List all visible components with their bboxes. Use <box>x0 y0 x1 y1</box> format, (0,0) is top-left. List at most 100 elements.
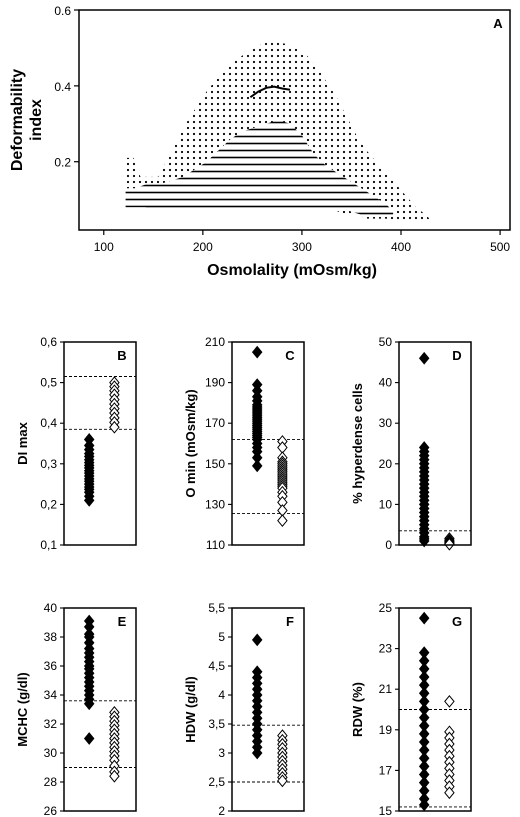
panel-e: 26 28 30 32 34 36 38 40 E MCHC (g/dl) <box>15 601 137 817</box>
y-tick-label-5: 4,5 <box>208 659 225 673</box>
filled-diamond-point-0 <box>418 611 430 625</box>
y-tick-label-2: 30 <box>44 746 58 760</box>
filled-diamond-point-0 <box>251 345 263 359</box>
x-axis-title: Osmolality (mOsm/kg) <box>207 262 377 279</box>
y-tick-label-0: 0,1 <box>40 538 57 552</box>
x-tick-label-300: 300 <box>292 240 312 254</box>
y-tick-label-3: 0,4 <box>40 416 57 430</box>
open-diamond-point-0 <box>444 694 455 708</box>
y-tick-label-2: 19 <box>379 723 393 737</box>
hatched-region-series-1 <box>125 120 394 215</box>
y-tick-label-2: 0,3 <box>40 457 57 471</box>
panel-f: 2 2,5 3 3,5 4 4,5 5 5,5 F HDW (g/dl) <box>183 601 305 817</box>
y-tick-label-7: 5,5 <box>208 601 225 615</box>
panel-label-f: F <box>286 614 294 629</box>
x-tick-label-100: 100 <box>94 240 114 254</box>
filled-diamond-point-0 <box>418 351 430 365</box>
y-tick-label-2: 150 <box>205 457 225 471</box>
y-tick-label-5: 36 <box>44 659 58 673</box>
y-tick-label-4: 23 <box>379 642 393 656</box>
y-axis-title-line-0: Deformability <box>9 69 26 171</box>
panel-d: 0 10 20 30 40 50 D % hyperdense cells <box>350 335 472 552</box>
y-axis-title-e: MCHC (g/dl) <box>15 672 30 746</box>
plot-frame-f <box>231 607 305 812</box>
y-tick-label-4: 40 <box>379 376 393 390</box>
y-tick-label-7: 40 <box>44 601 58 615</box>
open-diamond-point-11 <box>277 774 288 788</box>
curve-series-2 <box>249 85 291 99</box>
filled-diamond-point-18 <box>83 697 95 711</box>
y-tick-label-5: 0,6 <box>40 335 57 349</box>
y-axis-title-line-1: index <box>28 99 45 141</box>
y-axis-title-d: % hyperdense cells <box>350 383 365 504</box>
filled-diamond-point-25 <box>418 534 430 548</box>
panel-b: 0,1 0,2 0,3 0,4 0,5 0,6 B DI max <box>15 335 137 552</box>
y-tick-label-1: 28 <box>44 775 58 789</box>
panel-label-d: D <box>452 348 461 363</box>
y-tick-label-5: 25 <box>379 601 393 615</box>
y-tick-label-3: 3,5 <box>208 717 225 731</box>
y-tick-label-0: 15 <box>379 804 393 817</box>
plot-frame-c <box>231 341 305 546</box>
y-tick-label-6: 5 <box>218 630 225 644</box>
y-tick-label-3: 170 <box>205 416 225 430</box>
y-tick-label-3: 21 <box>379 682 393 696</box>
y-tick-label-2: 3 <box>218 746 225 760</box>
y-tick-label-1: 17 <box>379 763 393 777</box>
y-axis-title-c: O min (mOsm/kg) <box>183 389 198 497</box>
y-tick-label-1: 10 <box>379 497 393 511</box>
panel-label-a: A <box>493 16 503 31</box>
open-diamond-point-10 <box>109 420 120 434</box>
y-tick-label-0: 0 <box>385 538 392 552</box>
x-tick-label-500: 500 <box>490 240 510 254</box>
y-tick-label-0: 110 <box>206 538 225 552</box>
panel-g: 15 17 19 21 23 25 G RDW (%) <box>350 601 472 817</box>
panel-label-c: C <box>285 348 295 363</box>
y-tick-label-6: 38 <box>44 630 58 644</box>
y-tick-label-1: 0,2 <box>40 497 57 511</box>
y-tick-label-0: 2 <box>218 804 225 817</box>
y-axis-title-f: HDW (g/dl) <box>183 676 198 742</box>
x-tick-label-400: 400 <box>391 240 411 254</box>
y-tick-label-4: 4 <box>218 688 225 702</box>
y-tick-label-4: 34 <box>44 688 58 702</box>
filled-diamond-point-27 <box>251 459 263 473</box>
y-tick-label-5: 210 <box>205 335 225 349</box>
y-tick-label-4: 190 <box>205 376 225 390</box>
y-tick-label-2: 20 <box>379 457 393 471</box>
filled-diamond-point-19 <box>83 493 95 507</box>
open-diamond-point-14 <box>109 769 120 783</box>
open-diamond-point-21 <box>277 514 288 528</box>
filled-diamond-point-19 <box>83 732 95 745</box>
panel-label-b: B <box>117 348 126 363</box>
x-tick-label-200: 200 <box>193 240 213 254</box>
y-tick-label-0.6: 0.6 <box>54 4 71 18</box>
y-tick-label-0.4: 0.4 <box>54 80 71 94</box>
plot-frame-a <box>78 9 511 231</box>
panel-label-g: G <box>452 614 462 629</box>
y-tick-label-5: 50 <box>379 335 393 349</box>
panel-label-e: E <box>118 614 127 629</box>
y-tick-label-0: 26 <box>44 804 58 817</box>
y-tick-label-4: 0,5 <box>40 376 57 390</box>
plot-frame-g <box>398 607 472 812</box>
open-diamond-point-5 <box>444 537 455 551</box>
y-tick-label-1: 2,5 <box>208 775 225 789</box>
y-tick-label-1: 130 <box>205 497 225 511</box>
y-tick-label-3: 30 <box>379 416 393 430</box>
filled-diamond-point-0 <box>251 633 263 647</box>
plot-frame-e <box>63 607 137 812</box>
plot-frame-d <box>398 341 472 546</box>
plot-frame-b <box>63 341 137 546</box>
open-diamond-point-11 <box>444 786 455 800</box>
y-axis-title-g: RDW (%) <box>350 682 365 737</box>
filled-diamond-point-15 <box>251 746 263 760</box>
panel-a: 100 200 300 400 500 0.2 0.4 0.6 A Osmolality (mOs… <box>9 4 511 279</box>
y-tick-label-0.2: 0.2 <box>54 156 71 170</box>
panel-c: 110 130 150 170 190 210 C O min (mOsm/kg) <box>183 335 305 552</box>
y-axis-title-b: DI max <box>15 421 30 464</box>
y-tick-label-3: 32 <box>44 717 58 731</box>
y-axis-title: Deformability index <box>9 69 45 171</box>
